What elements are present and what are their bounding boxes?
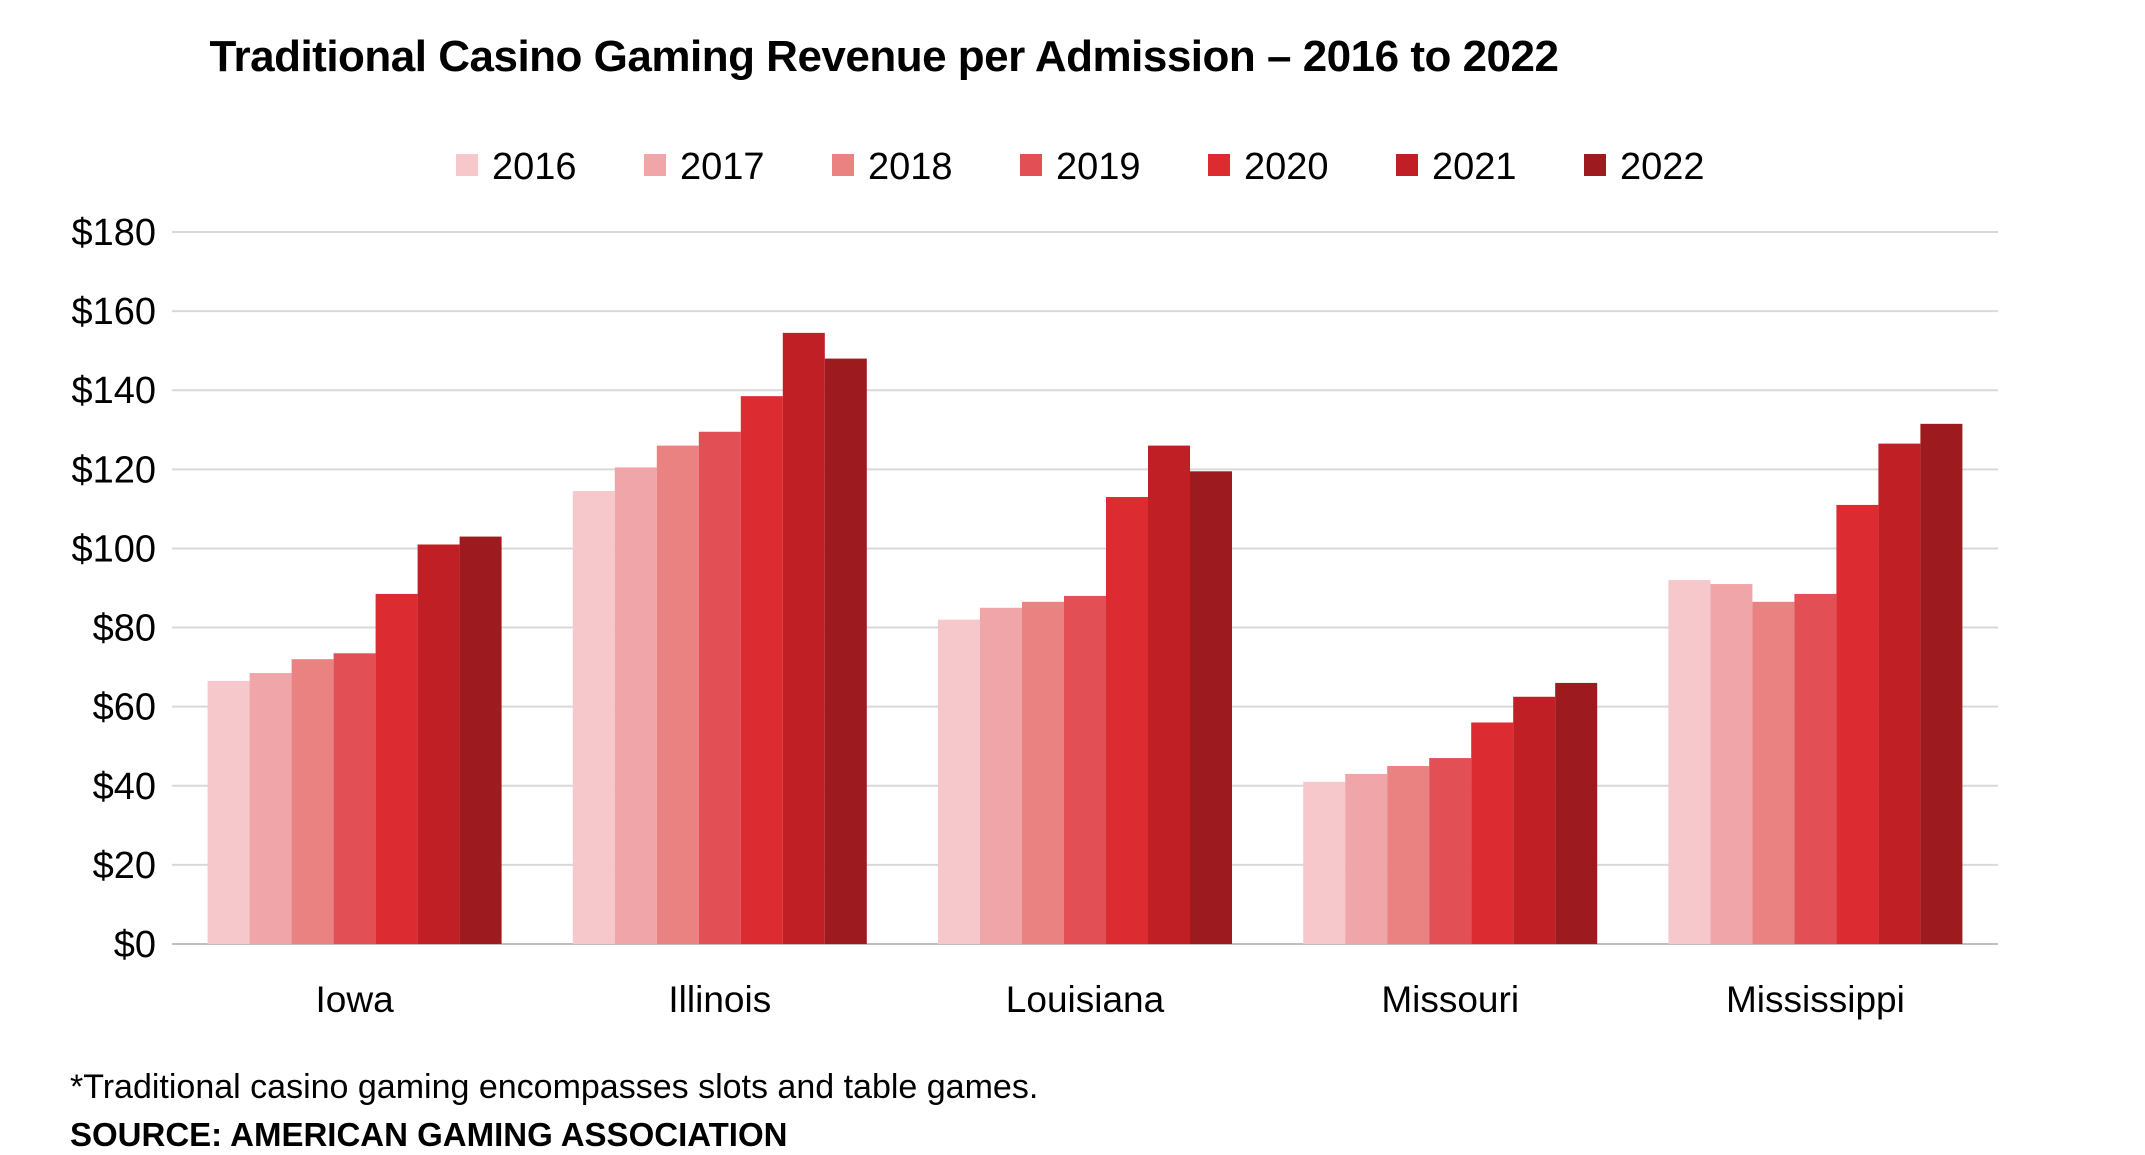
bar-louisiana-2019 xyxy=(1064,595,1106,944)
y-tick-label: $80 xyxy=(93,608,156,650)
legend-swatch xyxy=(1584,154,1606,176)
y-tick-label: $140 xyxy=(71,370,156,412)
legend-swatch xyxy=(1208,154,1230,176)
legend: 2016 2017 2018 2019 2020 2021 2022 xyxy=(456,146,1705,188)
legend-label: 2020 xyxy=(1244,146,1329,188)
bar-missouri-2019 xyxy=(1429,758,1472,944)
source-note: SOURCE: AMERICAN GAMING ASSOCIATION xyxy=(70,1116,788,1153)
bar-iowa-2016 xyxy=(207,680,250,944)
y-tick-label: $120 xyxy=(71,449,156,491)
bars xyxy=(207,332,1963,945)
bar-missouri-2016 xyxy=(1303,781,1346,944)
bar-illinois-2022 xyxy=(824,358,867,945)
bar-mississippi-2016 xyxy=(1668,580,1711,944)
x-category-label: Illinois xyxy=(668,979,771,1020)
bar-missouri-2020 xyxy=(1471,722,1514,944)
bar-iowa-2018 xyxy=(291,659,334,944)
bar-mississippi-2019 xyxy=(1794,593,1837,944)
bar-missouri-2022 xyxy=(1555,682,1598,944)
x-category-label: Louisiana xyxy=(1006,979,1165,1020)
x-category-label: Mississippi xyxy=(1726,979,1905,1020)
legend-swatch xyxy=(1020,154,1042,176)
bar-mississippi-2018 xyxy=(1752,601,1795,944)
bar-louisiana-2022 xyxy=(1190,471,1232,944)
bar-mississippi-2021 xyxy=(1878,443,1921,944)
legend-swatch xyxy=(456,154,478,176)
y-tick-label: $160 xyxy=(71,291,156,333)
bar-illinois-2021 xyxy=(782,332,825,944)
bar-louisiana-2017 xyxy=(980,607,1022,944)
y-axis-ticks: $0 $20 $40 $60 $80 $100 $120 $140 $160 $180 xyxy=(71,212,156,966)
y-tick-label: $0 xyxy=(114,924,156,966)
bar-iowa-2020 xyxy=(375,593,418,944)
bar-illinois-2016 xyxy=(572,491,615,944)
x-category-label: Missouri xyxy=(1381,979,1519,1020)
bar-illinois-2017 xyxy=(614,467,657,944)
x-axis-categories: Iowa Illinois Louisiana Missouri Mississippi xyxy=(316,979,1905,1020)
legend-label: 2016 xyxy=(492,146,577,188)
legend-label: 2021 xyxy=(1432,146,1517,188)
y-tick-label: $40 xyxy=(93,766,156,808)
legend-swatch xyxy=(644,154,666,176)
legend-label: 2022 xyxy=(1620,146,1705,188)
y-tick-label: $20 xyxy=(93,845,156,887)
bar-iowa-2017 xyxy=(249,673,292,944)
legend-label: 2018 xyxy=(868,146,953,188)
bar-missouri-2017 xyxy=(1345,773,1388,944)
legend-swatch xyxy=(832,154,854,176)
y-tick-label: $60 xyxy=(93,687,156,729)
bar-mississippi-2017 xyxy=(1710,584,1753,944)
bar-iowa-2019 xyxy=(333,653,376,944)
legend-label: 2017 xyxy=(680,146,765,188)
chart-title: Traditional Casino Gaming Revenue per Ad… xyxy=(209,32,1559,81)
bar-louisiana-2018 xyxy=(1022,601,1064,944)
bar-louisiana-2021 xyxy=(1148,445,1190,944)
bar-illinois-2019 xyxy=(698,431,741,944)
legend-swatch xyxy=(1396,154,1418,176)
legend-label: 2019 xyxy=(1056,146,1141,188)
bar-illinois-2018 xyxy=(656,445,699,944)
bar-louisiana-2020 xyxy=(1106,497,1148,944)
footnote: *Traditional casino gaming encompasses s… xyxy=(70,1068,1039,1106)
bar-illinois-2020 xyxy=(740,396,783,945)
bar-missouri-2021 xyxy=(1513,696,1556,944)
x-category-label: Iowa xyxy=(316,979,395,1020)
y-tick-label: $100 xyxy=(71,528,156,570)
bar-iowa-2021 xyxy=(417,544,460,944)
bar-louisiana-2016 xyxy=(938,619,980,944)
y-tick-label: $180 xyxy=(71,212,156,254)
bar-mississippi-2020 xyxy=(1836,504,1879,944)
bar-iowa-2022 xyxy=(459,536,502,944)
bar-mississippi-2022 xyxy=(1920,423,1963,944)
bar-missouri-2018 xyxy=(1387,766,1430,944)
